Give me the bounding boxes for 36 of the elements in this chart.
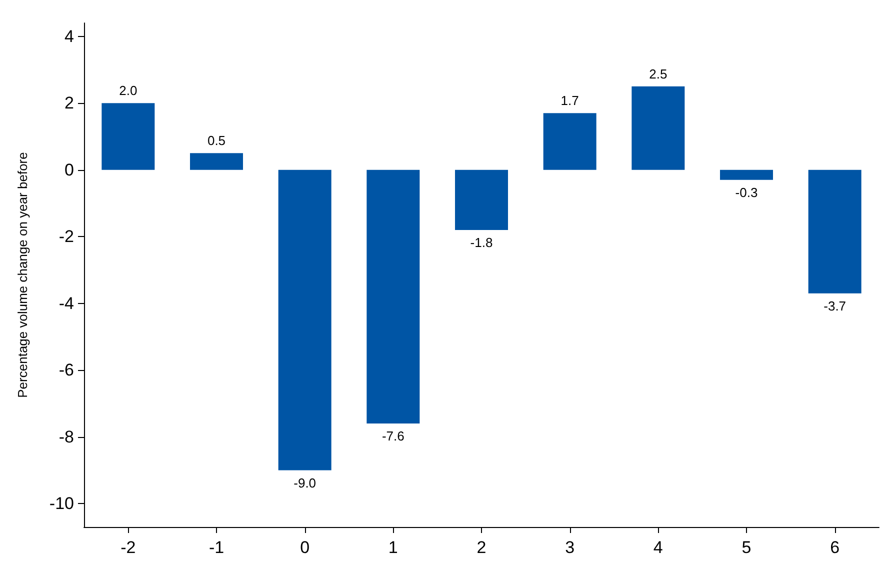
data-label: -1.8 [470,234,493,250]
y-tick-label: -4 [58,294,74,313]
data-label: -9.0 [294,475,316,490]
y-tick-label: -6 [58,360,74,380]
x-tick-label: 4 [653,538,663,557]
x-tick-label: 2 [476,538,486,557]
data-label: 1.7 [560,93,579,108]
y-tick-label: -10 [49,494,74,514]
data-label: 0.5 [207,133,226,148]
x-tick-label: -2 [120,538,136,557]
y-tick-label: -2 [58,227,74,246]
bar [808,170,862,294]
x-tick-label: 0 [300,538,310,557]
y-axis-title: Percentage volume change on year before [15,152,30,398]
x-tick-label: -1 [208,538,224,557]
y-tick-label: 2 [64,94,74,113]
bar [455,170,508,230]
x-tick-label: 5 [742,538,752,557]
bar [278,170,332,470]
data-label: -7.6 [382,428,404,444]
x-tick-label: 1 [388,538,398,557]
x-tick-label: 3 [565,538,575,557]
data-label: -0.3 [735,184,758,200]
bar [190,153,243,170]
bar [543,113,596,170]
bar [102,103,155,170]
bar [632,86,685,170]
y-tick-label: 4 [64,26,74,46]
data-label: -3.7 [824,298,846,314]
data-label: 2.5 [649,66,668,82]
bar [720,170,773,180]
y-tick-label: 0 [64,160,74,180]
data-label: 2.0 [119,83,138,98]
bar [366,170,420,424]
y-tick-label: -8 [58,427,74,446]
x-tick-label: 6 [830,538,840,557]
